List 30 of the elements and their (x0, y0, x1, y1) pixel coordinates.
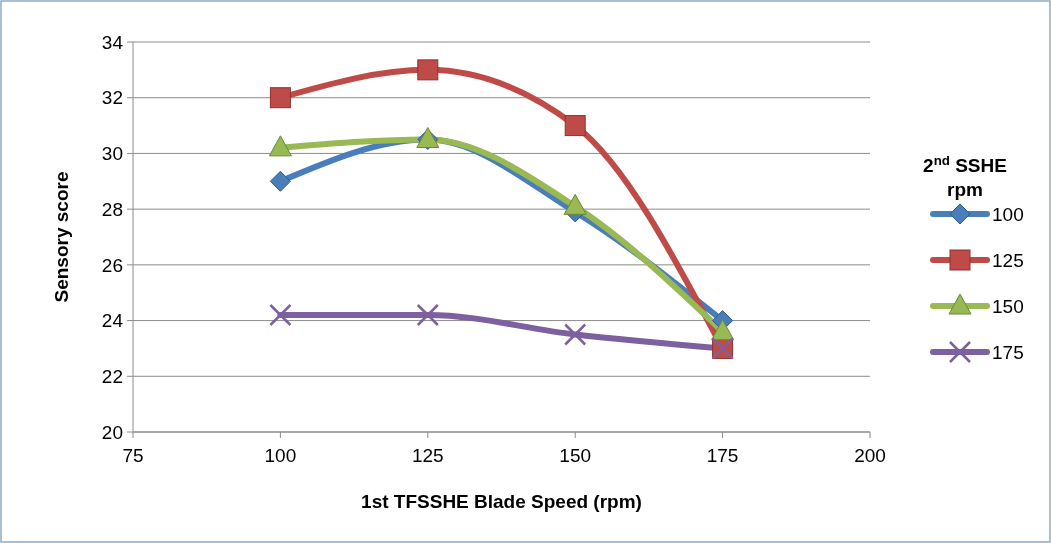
point (564, 115, 586, 137)
y-axis-title: Sensory score (51, 171, 72, 303)
legend-label: 125 (992, 249, 1024, 271)
legend-label: 150 (992, 295, 1024, 317)
y-tick-label: 30 (101, 143, 123, 165)
y-tick-label: 26 (101, 254, 123, 276)
point (563, 323, 587, 346)
point (268, 135, 292, 157)
point (269, 87, 291, 109)
point (417, 59, 439, 81)
point (269, 170, 291, 192)
y-tick-label: 28 (101, 198, 123, 220)
legend-title: 2$^{nd}$ SSHE rpm (923, 152, 1007, 200)
x-tick-label: 175 (706, 445, 739, 466)
y-tick-label: 34 (101, 31, 124, 53)
point (416, 303, 440, 327)
x-tick-label: 200 (854, 445, 886, 466)
point (711, 319, 735, 341)
x-tick-label: 125 (411, 445, 444, 466)
x-tick-label: 75 (122, 445, 144, 466)
point (269, 303, 292, 327)
x-axis-title: 1st TFSSHE Blade Speed (rpm) (361, 491, 642, 512)
y-tick-label: 22 (101, 365, 123, 387)
y-tick-label: 20 (101, 421, 123, 443)
legend-label: 100 (992, 203, 1024, 225)
y-tick-label: 32 (101, 87, 123, 109)
x-tick-label: 100 (264, 445, 297, 466)
legend-label: 175 (992, 341, 1024, 363)
y-tick-label: 24 (101, 310, 124, 332)
x-tick-label: 150 (559, 445, 592, 466)
